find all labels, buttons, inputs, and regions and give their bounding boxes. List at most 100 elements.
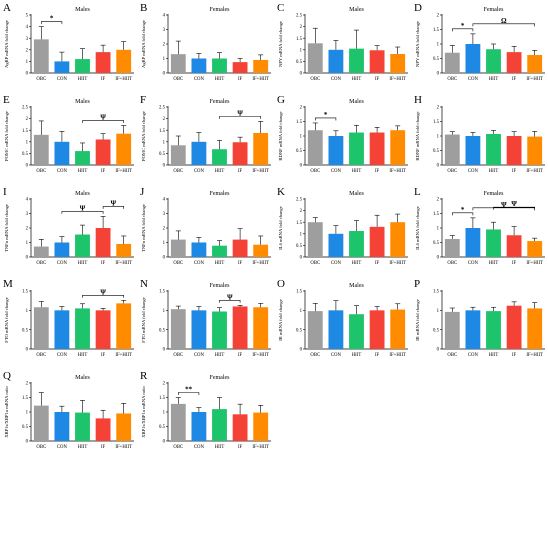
x-tick-label: IF: [238, 353, 243, 358]
bar: [444, 311, 460, 349]
panel-a: A Males AgRP mRNA fold change 0 1 2 3 4 5 OBC CON H…: [3, 2, 134, 82]
y-tick-label: 1: [26, 309, 29, 314]
significance-bracket: [219, 116, 261, 119]
y-tick-label: 1.5: [296, 37, 303, 42]
x-tick-label: IF: [101, 353, 106, 358]
x-tick-label: OBC: [173, 169, 183, 174]
y-tick-label: 0: [163, 440, 166, 445]
x-tick-label: CON: [468, 77, 479, 82]
x-tick-label: OBC: [36, 353, 46, 358]
bar: [369, 50, 385, 73]
x-tick-label: IF+HIIT: [526, 169, 543, 174]
bar: [390, 309, 406, 349]
significance-bracket: [102, 206, 124, 209]
significance-bracket: [178, 392, 200, 395]
y-tick-label: 0: [26, 348, 29, 353]
y-tick-label: 0: [26, 164, 29, 169]
y-tick-label: 4: [26, 25, 29, 30]
x-tick-label: IF: [512, 169, 517, 174]
x-tick-label: OBC: [310, 353, 320, 358]
bar: [170, 403, 186, 441]
y-tick-label: 1.5: [159, 129, 166, 134]
y-tick-label: 4: [163, 198, 166, 203]
y-axis-label: POMC mRNA fold change: [4, 111, 9, 161]
x-tick-label: CON: [194, 445, 205, 450]
bar: [232, 142, 248, 165]
y-tick-label: 2.5: [159, 106, 166, 111]
x-tick-label: OBC: [36, 169, 46, 174]
y-tick-label: 2: [163, 382, 166, 387]
y-tick-label: 2: [26, 382, 29, 387]
bar: [95, 52, 111, 73]
x-tick-label: CON: [331, 169, 342, 174]
y-tick-label: 2: [300, 106, 303, 111]
y-tick-label: 1: [26, 411, 29, 416]
x-tick-label: IF: [375, 353, 380, 358]
bar: [33, 307, 49, 349]
bar: [527, 136, 543, 165]
panel-title: Males: [349, 191, 364, 197]
panel-q: Q Males XBP1s/XBP1u mRNA ratio 0 0.5 1 1.5 2 OBC…: [3, 370, 134, 450]
y-tick-label: 0: [163, 164, 166, 169]
x-tick-label: HIIT: [352, 353, 362, 358]
bar: [253, 244, 269, 257]
y-axis-label: IR mRNA fold change: [278, 299, 283, 340]
y-tick-label: 2.5: [22, 106, 29, 111]
y-tick-label: 2: [26, 227, 29, 232]
x-tick-label: OBC: [173, 353, 183, 358]
y-axis-label: XBP1s/XBP1u mRNA ratio: [4, 386, 9, 438]
significance-label: **: [185, 386, 193, 394]
significance-bracket: [41, 21, 63, 25]
significance-bracket: [82, 294, 124, 298]
y-tick-label: 1.5: [22, 290, 29, 295]
bar: [54, 412, 70, 441]
x-tick-label: IF: [238, 445, 243, 450]
panel-letter: H: [414, 94, 422, 106]
x-tick-label: HIIT: [215, 261, 225, 266]
bar: [116, 303, 132, 349]
x-tick-label: IF+HIIT: [252, 77, 269, 82]
y-tick-label: 0: [163, 348, 166, 353]
x-tick-label: HIIT: [215, 169, 225, 174]
y-axis-label: IL6 mRNA fold change: [278, 206, 283, 250]
panel-h: H BDNF mRNA fold change 0 0.5 1 1.5 2 OBC CON HII…: [414, 94, 545, 174]
x-tick-label: IF+HIIT: [115, 445, 132, 450]
panel-i: I Males TNFα mRNA fold change 0 1 2 3 4 OBC CON HI…: [3, 186, 134, 266]
y-tick-label: 1: [163, 411, 166, 416]
y-tick-label: 2: [163, 117, 166, 122]
bar: [465, 136, 481, 165]
bar: [75, 308, 90, 349]
x-tick-label: HIIT: [78, 261, 88, 266]
y-tick-label: 1: [300, 309, 303, 314]
y-tick-label: 0: [300, 348, 303, 353]
bar: [506, 305, 522, 349]
bar: [116, 243, 132, 257]
bar: [369, 310, 385, 349]
bar: [527, 241, 543, 257]
panel-letter: C: [277, 2, 284, 14]
y-tick-label: 2: [163, 227, 166, 232]
x-tick-label: IF+HIIT: [526, 353, 543, 358]
x-tick-label: CON: [468, 261, 479, 266]
x-tick-label: IF: [512, 261, 517, 266]
panel-p: P IR mRNA fold change 0 0.5 1 1.5 OBC CON HIIT IF…: [414, 278, 545, 358]
y-tick-label: 0: [300, 72, 303, 77]
x-tick-label: OBC: [36, 261, 46, 266]
bar: [390, 130, 406, 165]
y-tick-label: 1.5: [22, 129, 29, 134]
y-axis-label: AgRP mRNA fold change: [141, 20, 146, 68]
x-tick-label: OBC: [173, 77, 183, 82]
y-axis-label: BDNF mRNA fold change: [278, 111, 283, 160]
y-tick-label: 0.5: [296, 149, 303, 154]
panel-e: E Males POMC mRNA fold change 0 0.5 1 1.5 2 2.5 O…: [3, 94, 134, 174]
bar: [212, 58, 227, 73]
panel-title: Females: [210, 7, 231, 13]
significance-label: Ψ: [100, 288, 106, 296]
bar: [328, 310, 344, 349]
x-tick-label: CON: [194, 77, 205, 82]
y-tick-label: 0.5: [22, 425, 29, 430]
x-tick-label: OBC: [36, 445, 46, 450]
x-tick-label: IF: [512, 77, 517, 82]
x-tick-label: OBC: [36, 77, 46, 82]
x-tick-label: IF: [375, 77, 380, 82]
